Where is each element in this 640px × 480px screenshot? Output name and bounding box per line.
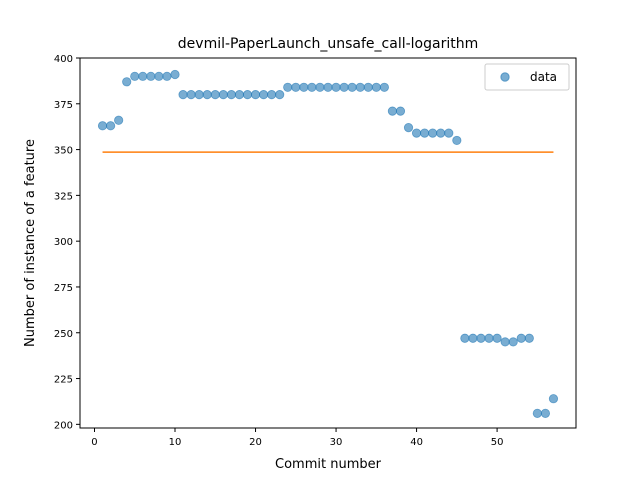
y-tick-label: 325: [54, 191, 73, 202]
data-point: [114, 115, 124, 125]
data-point: [267, 90, 277, 100]
data-point: [379, 82, 389, 92]
data-point: [468, 333, 478, 343]
data-point: [242, 90, 253, 100]
data-point: [170, 69, 180, 80]
y-tick-label: 225: [54, 375, 73, 386]
data-point: [218, 90, 228, 100]
data-point: [395, 106, 406, 116]
legend-box: [484, 63, 570, 91]
x-axis-label: Commit number: [275, 457, 382, 472]
data-point: [283, 82, 293, 92]
chart-title: devmil-PaperLaunch_unsafe_call-logarithm: [178, 36, 478, 52]
y-tick-label: 375: [54, 100, 73, 111]
data-point: [291, 82, 301, 92]
series-layer: [97, 69, 559, 418]
y-axis-ticks: 200 225 250 275 300 325 350 375 400: [54, 54, 80, 431]
data-point: [97, 121, 108, 131]
data-point: [371, 82, 381, 92]
data-point: [460, 333, 470, 343]
data-point: [146, 71, 156, 81]
data-point: [540, 408, 551, 418]
y-tick-label: 200: [54, 420, 73, 431]
y-tick-label: 400: [54, 54, 73, 65]
plot-area: [80, 58, 576, 428]
data-point: [178, 90, 188, 100]
x-tick-label: 10: [169, 437, 182, 448]
data-point: [194, 90, 204, 100]
data-point: [331, 82, 341, 92]
data-point: [387, 106, 398, 116]
data-point: [492, 333, 502, 343]
legend-marker: [500, 72, 510, 82]
data-point: [428, 128, 438, 138]
data-point: [105, 121, 116, 131]
data-point: [323, 82, 333, 92]
data-point: [403, 123, 414, 133]
y-axis-label: Number of instance of a feature: [23, 139, 38, 347]
data-point: [186, 90, 196, 100]
data-point: [444, 128, 454, 138]
data-point: [548, 394, 559, 404]
data-point: [275, 90, 285, 100]
y-tick-label: 275: [54, 283, 73, 294]
data-point: [411, 128, 422, 138]
data-point: [524, 333, 534, 343]
x-tick-label: 0: [91, 437, 97, 448]
data-point: [363, 82, 373, 92]
data-point: [234, 90, 245, 100]
data-point: [162, 71, 172, 81]
data-point: [355, 82, 365, 92]
data-point: [420, 128, 430, 138]
data-point: [347, 82, 357, 92]
data-point: [250, 90, 261, 100]
data-point: [508, 337, 518, 347]
y-tick-label: 300: [54, 237, 73, 248]
data-point: [452, 135, 462, 146]
data-point: [226, 90, 236, 100]
data-point: [307, 82, 317, 92]
x-tick-label: 30: [330, 437, 343, 448]
data-point: [202, 90, 212, 100]
data-point: [532, 408, 542, 418]
data-point: [138, 71, 148, 81]
x-axis-ticks: 0 10 20 30 40 50: [91, 428, 503, 448]
data-point: [500, 337, 510, 347]
data-point: [154, 71, 164, 81]
x-tick-label: 40: [410, 437, 423, 448]
data-point: [516, 333, 526, 343]
data-point: [258, 90, 269, 100]
legend: data: [484, 63, 570, 91]
data-point: [299, 82, 309, 92]
data-point: [339, 82, 349, 92]
data-point: [122, 77, 132, 87]
data-point: [210, 90, 220, 100]
plot-frame: [79, 57, 577, 429]
data-point: [315, 82, 325, 92]
y-tick-label: 250: [54, 329, 73, 340]
data-point: [484, 333, 494, 343]
data-point: [130, 71, 140, 81]
data-point: [436, 128, 446, 138]
x-tick-label: 20: [249, 437, 262, 448]
data-point: [476, 333, 486, 343]
x-tick-label: 50: [491, 437, 504, 448]
legend-label: data: [530, 70, 557, 84]
y-tick-label: 350: [54, 146, 73, 157]
